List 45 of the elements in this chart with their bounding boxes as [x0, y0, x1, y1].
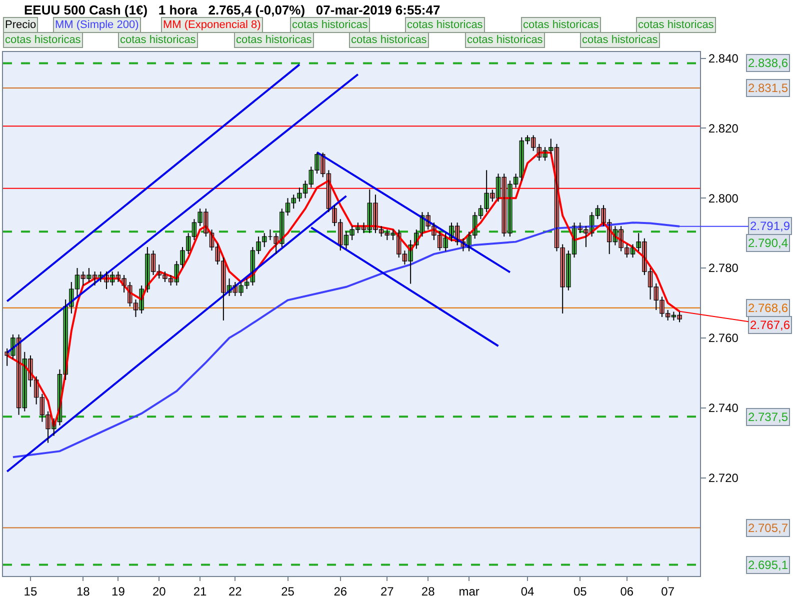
- x-tick-label: 21: [193, 584, 208, 598]
- x-tick-label: 04: [520, 584, 534, 598]
- text: cotas historicas: [5, 34, 82, 46]
- text: cotas historicas: [523, 19, 600, 31]
- x-tick-label: 22: [228, 584, 242, 598]
- x-tick-label: 27: [380, 584, 394, 598]
- text: cotas historicas: [351, 34, 428, 46]
- data-label: 2.791,9: [750, 219, 790, 233]
- y-tick-label: 2.740: [708, 401, 739, 416]
- x-tick-label: 06: [620, 584, 634, 598]
- chart-title: EEUU 500 Cash (1€) 1 hora 2.765,4 (-0,07%) 07-mar-2019 6:55:47: [24, 2, 440, 18]
- x-tick-label: 26: [334, 584, 348, 598]
- x-tick-label: 07: [661, 584, 675, 598]
- text: Precio: [5, 19, 36, 31]
- text: cotas historicas: [292, 19, 368, 31]
- ref-line-label: 2.705,7: [748, 521, 788, 535]
- y-tick-label: 2.720: [708, 470, 739, 485]
- x-tick-label: 05: [573, 584, 588, 598]
- text: cotas historicas: [407, 19, 484, 31]
- x-tick-label: 19: [112, 584, 126, 598]
- text: cotas historicas: [638, 19, 714, 31]
- text: cotas historicas: [582, 34, 658, 46]
- ref-line-label: 2.695,1: [748, 558, 788, 572]
- ref-line-label: 2.737,5: [748, 410, 788, 424]
- x-tick-label: mar: [458, 584, 480, 598]
- x-tick-label: 25: [281, 584, 295, 598]
- ref-line-label: 2.838,6: [748, 56, 788, 70]
- y-tick-label: 2.800: [708, 191, 739, 206]
- data-label: 2.767,6: [750, 318, 790, 332]
- ref-line-label: 2.831,5: [748, 81, 788, 95]
- text: cotas historicas: [467, 34, 544, 46]
- y-tick-label: 2.780: [708, 261, 739, 276]
- text: MM (Simple 200): [55, 19, 139, 31]
- text: cotas historicas: [120, 34, 196, 46]
- y-tick-label: 2.820: [708, 121, 739, 136]
- text: cotas historicas: [236, 34, 312, 46]
- ref-line-label: 2.790,4: [748, 236, 788, 250]
- x-tick-label: 20: [152, 584, 166, 598]
- y-tick-label: 2.840: [708, 51, 739, 66]
- x-tick-label: 18: [76, 584, 90, 598]
- ref-line-label: 2.768,6: [748, 301, 788, 315]
- x-tick-label: 15: [24, 584, 38, 598]
- x-tick-label: 28: [421, 584, 436, 598]
- text: MM (Exponencial 8): [163, 19, 261, 31]
- y-tick-label: 2.760: [708, 331, 739, 346]
